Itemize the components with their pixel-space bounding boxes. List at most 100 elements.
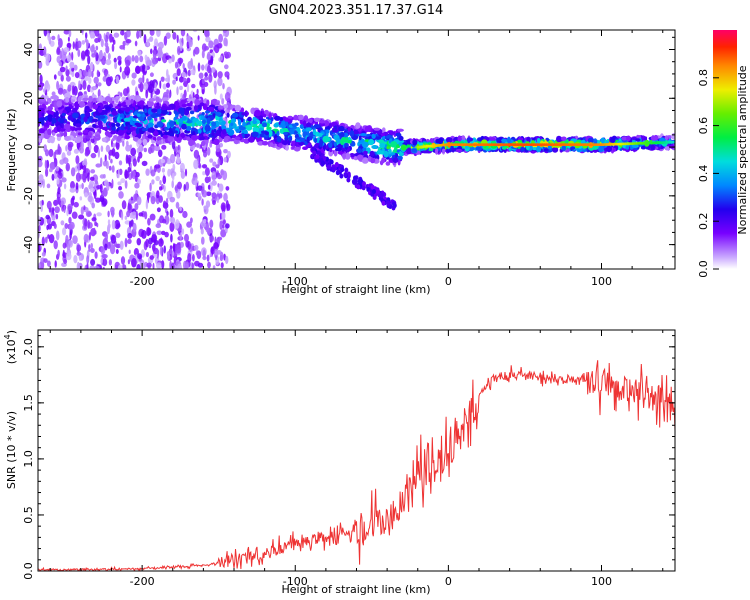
spectrogram-speckle — [38, 84, 43, 91]
spectrogram-cell — [349, 153, 355, 158]
spectrogram-cell — [53, 101, 58, 109]
spectrogram-speckle — [187, 253, 192, 263]
spectrogram-cell — [373, 127, 381, 131]
spectrogram-cell — [101, 126, 108, 131]
spectrogram-cell — [598, 145, 604, 153]
spectrogram-cell — [371, 133, 376, 139]
spectrogram-cell — [340, 131, 345, 138]
spectrogram-speckle — [183, 184, 186, 192]
spectrogram-speckle — [106, 181, 110, 191]
spectrogram-cell — [124, 135, 131, 140]
spectrogram-speckle — [180, 92, 183, 99]
spectrogram-cell — [251, 131, 259, 138]
spectrogram-cell — [650, 144, 655, 151]
spectrogram-speckle — [57, 87, 64, 95]
spectrogram-speckle — [80, 50, 86, 60]
colorbar-tick-label: 0.4 — [697, 165, 710, 183]
spectrogram-speckle — [207, 261, 211, 269]
spectrogram-speckle — [171, 180, 174, 189]
spectrogram-speckle — [100, 258, 103, 264]
spectrogram-speckle — [63, 183, 67, 190]
spectrogram-speckle — [211, 192, 217, 199]
spectrogram-speckle — [207, 60, 213, 66]
spectrogram-cell — [360, 133, 367, 137]
spectrogram-speckle — [130, 196, 134, 201]
spectrogram-branch-cell — [335, 170, 340, 176]
spectrogram-speckle — [187, 69, 191, 77]
spectrogram-cell — [113, 135, 118, 139]
spectrogram-speckle — [57, 196, 61, 205]
spectrogram-speckle — [89, 176, 95, 181]
spectrogram-cell — [392, 157, 399, 163]
spectrogram-cell — [358, 135, 362, 141]
spectrogram-speckle — [165, 32, 171, 39]
spectrogram-cell — [356, 154, 364, 161]
spectrogram-speckle — [212, 265, 216, 269]
spectrogram-cell — [242, 121, 247, 127]
spectrogram-cell — [255, 127, 260, 133]
spectrogram-speckle — [125, 144, 131, 152]
spectrogram-cell — [53, 95, 59, 101]
spectrogram-speckle — [94, 251, 98, 259]
spectrogram-speckle — [117, 168, 120, 179]
spectrogram-speckle — [144, 64, 148, 72]
spectrogram-speckle — [105, 45, 110, 54]
spectrogram-branch-cell — [357, 178, 362, 184]
spectrogram-speckle — [168, 92, 171, 99]
spectrogram-cell — [148, 122, 154, 129]
spectrogram-cell — [246, 124, 253, 131]
spectrogram-cell — [362, 141, 369, 149]
snr-y-scale-exponent: 4 — [3, 334, 12, 339]
spectrogram-cell — [341, 147, 346, 152]
spectrogram-speckle — [180, 30, 186, 37]
spectrogram-speckle — [179, 42, 183, 52]
spectrogram-speckle — [159, 180, 162, 186]
y-tick-label: 1.0 — [22, 450, 35, 468]
spectrogram-cell — [84, 111, 91, 118]
spectrogram-cell — [273, 123, 279, 128]
chart-title: GN04.2023.351.17.37.G14 — [269, 3, 444, 18]
spectrogram-branch-cell — [379, 193, 384, 198]
spectrogram-cell — [435, 147, 439, 155]
spectrogram-cell — [426, 138, 430, 142]
spectrogram-speckle — [208, 40, 214, 49]
spectrogram-cell — [194, 98, 200, 106]
spectrogram-speckle — [225, 186, 230, 191]
spectrogram-cell — [211, 129, 215, 137]
spectrogram-speckle — [201, 198, 204, 206]
spectrogram-speckle — [136, 196, 142, 206]
spectrogram-cell — [207, 106, 215, 112]
spectrogram-branch-cell — [385, 200, 390, 206]
spectrogram-cell — [352, 130, 360, 135]
spectrogram-speckle — [204, 176, 210, 184]
spectrogram-speckle — [120, 256, 126, 265]
spectrogram-speckle — [62, 227, 67, 236]
spectrogram-speckle — [136, 30, 140, 39]
spectrogram-speckle — [82, 133, 87, 143]
spectrogram-speckle — [43, 217, 46, 227]
spectrogram-speckle — [73, 64, 78, 71]
spectrogram-speckle — [123, 88, 129, 97]
spectrogram-speckle — [65, 75, 71, 82]
spectrogram-cell — [205, 110, 210, 114]
spectrogram-speckle — [121, 211, 124, 221]
spectrogram-cell — [384, 132, 389, 136]
spectrogram-cell — [612, 147, 616, 152]
spectrogram-cell — [227, 129, 235, 136]
spectrogram-branch-cell — [344, 167, 349, 173]
spectrogram-cell — [189, 100, 193, 106]
spectrogram-speckle — [104, 41, 109, 48]
spectrogram-speckle — [88, 244, 91, 253]
spectrogram-speckle — [67, 36, 70, 42]
spectrogram-cell — [92, 104, 99, 110]
spectrogram-speckle — [46, 224, 49, 231]
spectrogram-cell — [67, 114, 74, 121]
spectrogram-cell — [561, 136, 567, 141]
spectrogram-cell — [317, 133, 324, 137]
spectrogram-speckle — [114, 219, 121, 230]
spectrogram-speckle — [141, 160, 148, 167]
spectrogram-speckle — [135, 65, 141, 75]
spectrogram-cell — [496, 137, 500, 143]
spectrogram-cell — [536, 137, 541, 144]
spectrogram-cell — [228, 138, 235, 142]
